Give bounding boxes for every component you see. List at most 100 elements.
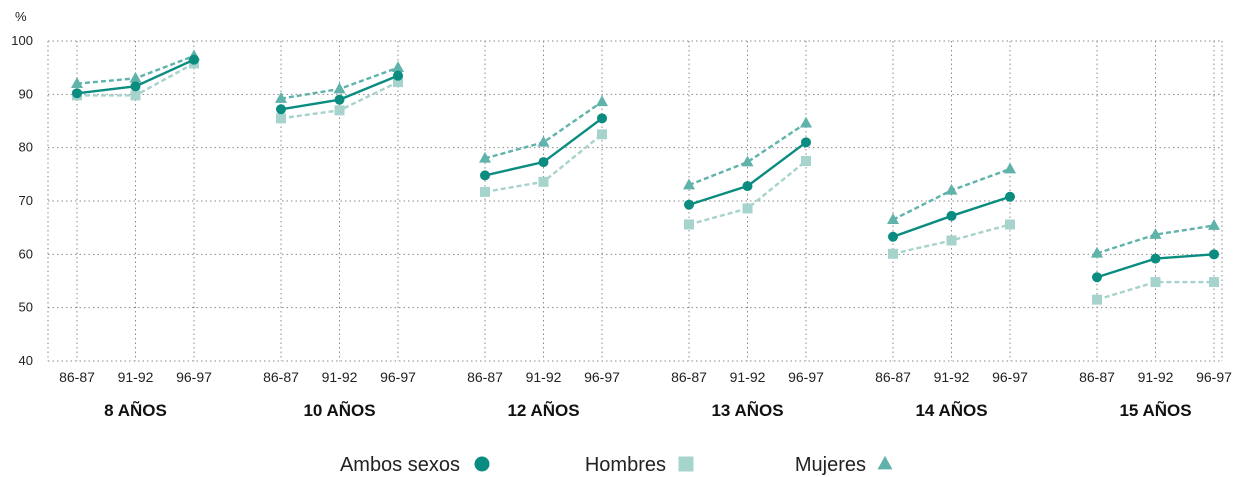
data-point [474,456,490,472]
y-axis-ticks: 40 50 60 70 80 90 100 [11,33,33,368]
data-point [597,113,607,124]
data-point [538,176,549,187]
data-point [480,170,490,181]
series-layer [71,49,1220,305]
x-tick-label: 96-97 [788,369,824,385]
data-point [276,104,286,115]
data-point [393,70,403,81]
data-point [742,203,753,214]
series-line [1096,280,1214,301]
data-point [392,61,404,72]
y-tick-label: 80 [19,140,33,155]
data-point [333,82,346,94]
y-tick-label: 70 [19,193,33,208]
data-point [684,219,694,230]
y-tick-label: 40 [19,353,33,368]
series-line [688,122,807,187]
y-tick-label: 60 [19,246,33,261]
data-point [334,105,345,116]
data-point [538,157,549,168]
y-tick-label: 50 [19,300,33,315]
data-point [130,90,141,101]
data-point [276,113,286,124]
x-tick-label: 96-97 [584,369,620,385]
data-point [683,178,695,190]
data-point [596,95,608,107]
data-point [800,116,812,128]
group-labels: 8 AÑOS 10 AÑOS 12 AÑOS 13 AÑOS 14 AÑOS 15 AÑO… [104,400,1191,420]
x-tick-label: 91-92 [934,369,970,385]
group-label: 8 AÑOS [104,400,167,420]
x-tick-label: 91-92 [730,369,766,385]
data-point [801,156,811,166]
data-point [945,183,958,195]
x-tick-label: 96-97 [1196,369,1232,385]
series-line [688,160,807,226]
x-axis-ticks: 86-87 91-92 96-97 86-87 91-92 96-97 86-87 91-92… [59,369,1232,385]
data-point [479,151,491,163]
x-tick-label: 91-92 [118,369,154,385]
data-point [393,77,403,88]
data-point [742,181,753,192]
data-point [741,155,754,167]
legend-label: Ambos sexos [340,454,460,476]
data-point [275,92,287,103]
x-tick-label: 86-87 [671,369,707,385]
x-tick-label: 86-87 [263,369,299,385]
x-tick-label: 96-97 [380,369,416,385]
data-point [1005,191,1015,202]
series-line [1096,224,1215,255]
data-point [946,210,957,221]
data-point [678,456,694,472]
y-tick-label: 100 [11,33,33,48]
x-tick-label: 91-92 [1138,369,1174,385]
data-point [1005,219,1015,230]
x-tick-label: 96-97 [992,369,1028,385]
group-label: 12 AÑOS [507,400,579,420]
data-point [130,81,141,92]
data-point [1208,219,1220,230]
data-point [71,77,83,88]
data-point [1150,277,1161,288]
x-tick-label: 96-97 [176,369,212,385]
x-tick-label: 91-92 [526,369,562,385]
x-tick-label: 86-87 [59,369,95,385]
series-ambos-sexos [72,54,1219,283]
series-mujeres [71,49,1220,258]
legend: Ambos sexos Hombres Mujeres [340,454,893,476]
data-point [129,71,142,83]
data-point [537,135,550,147]
legend-label: Mujeres [795,454,866,476]
data-point [1149,228,1162,239]
legend-label: Hombres [585,454,666,476]
data-point [888,248,898,259]
data-point [1004,162,1016,174]
group-label: 13 AÑOS [711,400,783,420]
x-tick-label: 86-87 [467,369,503,385]
y-axis-unit: % [15,9,27,24]
data-point [801,137,811,148]
y-tick-label: 90 [19,86,33,101]
data-point [946,235,957,246]
data-point [1092,294,1102,305]
data-point [334,94,345,105]
group-label: 15 AÑOS [1119,400,1191,420]
data-point [877,455,893,470]
data-point [684,199,694,210]
data-point [1209,277,1219,288]
x-tick-label: 86-87 [1079,369,1115,385]
group-label: 14 AÑOS [915,400,987,420]
data-point [597,129,607,140]
data-point [1150,253,1161,264]
data-point [189,54,199,65]
data-point [1091,246,1103,258]
gridlines [47,40,1223,362]
data-point [1092,272,1102,283]
data-point [887,213,899,224]
group-label: 10 AÑOS [303,400,375,420]
x-tick-label: 86-87 [875,369,911,385]
data-point [1209,249,1219,260]
data-point [72,88,82,99]
series-hombres [72,58,1219,305]
